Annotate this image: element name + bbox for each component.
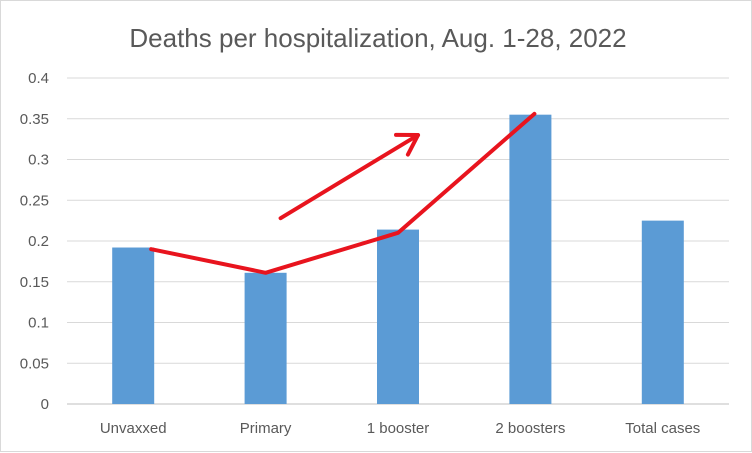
bar-unvaxxed xyxy=(112,247,155,404)
bar-primary xyxy=(244,272,287,404)
y-tick-label: 0.2 xyxy=(28,233,49,250)
annotations xyxy=(149,111,537,275)
y-tick-label: 0.4 xyxy=(28,70,49,87)
y-tick-label: 0.1 xyxy=(28,315,49,332)
arrow-shaft xyxy=(278,133,420,221)
x-axis: Unvaxxed Primary 1 booster 2 boosters Total … xyxy=(100,420,700,437)
y-tick-label: 0.25 xyxy=(20,192,49,209)
y-tick-label: 0.15 xyxy=(20,274,49,291)
x-tick-label: 1 booster xyxy=(367,420,430,437)
x-tick-label: Total cases xyxy=(625,420,700,437)
y-tick-label: 0.35 xyxy=(20,111,49,128)
y-axis: 0 0.05 0.1 0.15 0.2 0.25 0.3 0.35 0.4 xyxy=(20,70,49,413)
y-tick-label: 0.05 xyxy=(20,355,49,372)
y-tick-label: 0 xyxy=(41,396,49,413)
trend-annotation-line xyxy=(149,111,537,275)
chart-title: Deaths per hospitalization, Aug. 1-28, 2… xyxy=(129,23,626,53)
bars xyxy=(112,114,684,405)
y-tick-label: 0.3 xyxy=(28,152,49,169)
x-tick-label: Unvaxxed xyxy=(100,420,167,437)
bar-1-booster xyxy=(377,229,419,404)
x-tick-label: 2 boosters xyxy=(495,420,565,437)
bar-2-boosters xyxy=(509,114,552,405)
arrow-head xyxy=(394,132,420,157)
bar-total-cases xyxy=(641,220,684,404)
x-tick-label: Primary xyxy=(240,420,292,437)
